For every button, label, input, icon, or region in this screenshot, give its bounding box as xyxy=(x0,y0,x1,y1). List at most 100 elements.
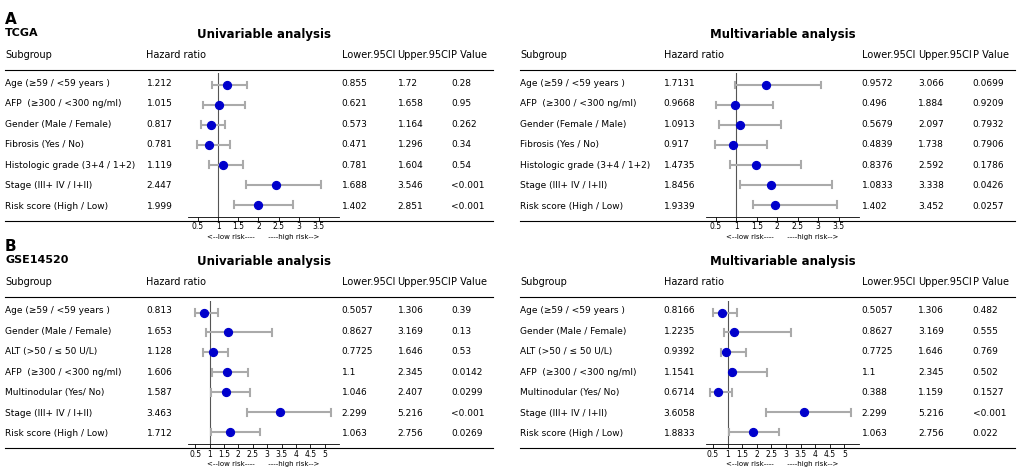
Text: Risk score (High / Low): Risk score (High / Low) xyxy=(520,202,623,211)
Text: Lower.95CI: Lower.95CI xyxy=(341,50,394,60)
Text: 1.119: 1.119 xyxy=(147,161,172,170)
Point xyxy=(219,368,235,376)
Text: Fibrosis (Yes / No): Fibrosis (Yes / No) xyxy=(5,140,84,149)
Point xyxy=(201,141,217,148)
Text: 0.0142: 0.0142 xyxy=(450,368,482,377)
X-axis label: <--low risk----      ----high risk-->: <--low risk---- ----high risk--> xyxy=(726,234,838,240)
Text: 0.813: 0.813 xyxy=(147,306,172,315)
Text: 3.546: 3.546 xyxy=(397,181,423,190)
Text: 0.0257: 0.0257 xyxy=(972,202,1004,211)
Text: P Value: P Value xyxy=(450,277,487,287)
Text: Subgroup: Subgroup xyxy=(520,277,567,287)
Text: 1.296: 1.296 xyxy=(397,140,423,149)
Text: 2.756: 2.756 xyxy=(917,429,944,438)
X-axis label: <--low risk----      ----high risk-->: <--low risk---- ----high risk--> xyxy=(207,461,319,467)
Text: Lower.95CI: Lower.95CI xyxy=(861,277,914,287)
Text: 0.502: 0.502 xyxy=(972,368,998,377)
Text: 0.1527: 0.1527 xyxy=(972,388,1004,397)
Text: Stage (III+ IV / I+II): Stage (III+ IV / I+II) xyxy=(5,409,93,418)
Text: Gender (Male / Female): Gender (Male / Female) xyxy=(520,327,626,336)
Text: 0.9392: 0.9392 xyxy=(663,347,695,356)
Text: Multivariable analysis: Multivariable analysis xyxy=(709,255,854,268)
Text: 0.781: 0.781 xyxy=(147,140,172,149)
Point xyxy=(762,181,779,189)
Text: Hazard ratio: Hazard ratio xyxy=(663,277,722,287)
Point xyxy=(732,121,748,128)
Text: 0.8376: 0.8376 xyxy=(861,161,893,170)
Point xyxy=(723,368,740,376)
Text: 1.646: 1.646 xyxy=(917,347,944,356)
Text: 0.53: 0.53 xyxy=(450,347,471,356)
Text: 1.015: 1.015 xyxy=(147,100,172,109)
Point xyxy=(218,389,234,396)
Text: 2.345: 2.345 xyxy=(397,368,423,377)
Text: 1.402: 1.402 xyxy=(861,202,887,211)
Text: 3.6058: 3.6058 xyxy=(663,409,695,418)
Text: A: A xyxy=(5,12,17,27)
Text: Histologic grade (3+4 / 1+2): Histologic grade (3+4 / 1+2) xyxy=(5,161,136,170)
Point xyxy=(205,348,221,356)
Text: 0.7932: 0.7932 xyxy=(972,120,1004,129)
Text: Stage (III+ IV / I+II): Stage (III+ IV / I+II) xyxy=(5,181,93,190)
Text: 3.452: 3.452 xyxy=(917,202,944,211)
Text: 2.299: 2.299 xyxy=(861,409,887,418)
Text: Age (≥59 / <59 years ): Age (≥59 / <59 years ) xyxy=(5,79,110,88)
Text: 1.606: 1.606 xyxy=(147,368,172,377)
Text: 1.8833: 1.8833 xyxy=(663,429,695,438)
Text: 1.0913: 1.0913 xyxy=(663,120,695,129)
Text: 3.169: 3.169 xyxy=(397,327,423,336)
Text: 0.769: 0.769 xyxy=(972,347,998,356)
Point xyxy=(196,309,212,316)
Text: 0.39: 0.39 xyxy=(450,306,471,315)
Text: 0.0699: 0.0699 xyxy=(972,79,1004,88)
Text: Upper.95CI: Upper.95CI xyxy=(397,277,450,287)
Text: P Value: P Value xyxy=(450,50,487,60)
Text: 1.0833: 1.0833 xyxy=(861,181,893,190)
Text: <0.001: <0.001 xyxy=(972,409,1006,418)
Point xyxy=(717,348,734,356)
Text: 1.1: 1.1 xyxy=(861,368,875,377)
Text: 1.159: 1.159 xyxy=(917,388,944,397)
Text: 0.0269: 0.0269 xyxy=(450,429,482,438)
Text: Fibrosis (Yes / No): Fibrosis (Yes / No) xyxy=(520,140,598,149)
Text: 0.781: 0.781 xyxy=(341,161,367,170)
Text: Histologic grade (3+4 / 1+2): Histologic grade (3+4 / 1+2) xyxy=(520,161,650,170)
Text: 2.851: 2.851 xyxy=(397,202,423,211)
Text: 1.212: 1.212 xyxy=(147,79,172,88)
Text: 0.13: 0.13 xyxy=(450,327,471,336)
Text: Risk score (High / Low): Risk score (High / Low) xyxy=(520,429,623,438)
Text: 5.216: 5.216 xyxy=(917,409,944,418)
Text: 2.756: 2.756 xyxy=(397,429,423,438)
Text: 0.8166: 0.8166 xyxy=(663,306,695,315)
Text: 0.7906: 0.7906 xyxy=(972,140,1004,149)
Text: 0.022: 0.022 xyxy=(972,429,998,438)
Text: 1.8456: 1.8456 xyxy=(663,181,695,190)
Text: 0.8627: 0.8627 xyxy=(341,327,373,336)
Text: 0.555: 0.555 xyxy=(972,327,998,336)
Text: 1.712: 1.712 xyxy=(147,429,172,438)
Text: Hazard ratio: Hazard ratio xyxy=(147,277,206,287)
Text: 3.169: 3.169 xyxy=(917,327,944,336)
Text: <0.001: <0.001 xyxy=(450,202,484,211)
Text: 0.9209: 0.9209 xyxy=(972,100,1004,109)
Text: Subgroup: Subgroup xyxy=(5,50,52,60)
Text: 0.817: 0.817 xyxy=(147,120,172,129)
Text: 1.063: 1.063 xyxy=(861,429,887,438)
Text: 3.066: 3.066 xyxy=(917,79,944,88)
Text: 0.9668: 0.9668 xyxy=(663,100,695,109)
Text: Multivariable analysis: Multivariable analysis xyxy=(709,28,854,41)
Point xyxy=(745,428,761,436)
Text: 0.262: 0.262 xyxy=(450,120,476,129)
Text: 1.884: 1.884 xyxy=(917,100,944,109)
Text: 1.587: 1.587 xyxy=(147,388,172,397)
Text: 0.496: 0.496 xyxy=(861,100,887,109)
Point xyxy=(713,309,730,316)
Text: 1.604: 1.604 xyxy=(397,161,423,170)
Text: 0.0426: 0.0426 xyxy=(972,181,1004,190)
Text: Upper.95CI: Upper.95CI xyxy=(917,50,971,60)
Text: 1.658: 1.658 xyxy=(397,100,423,109)
Text: Stage (III+ IV / I+II): Stage (III+ IV / I+II) xyxy=(520,181,607,190)
Text: 1.402: 1.402 xyxy=(341,202,367,211)
Text: 0.7725: 0.7725 xyxy=(341,347,373,356)
Text: 1.306: 1.306 xyxy=(917,306,944,315)
